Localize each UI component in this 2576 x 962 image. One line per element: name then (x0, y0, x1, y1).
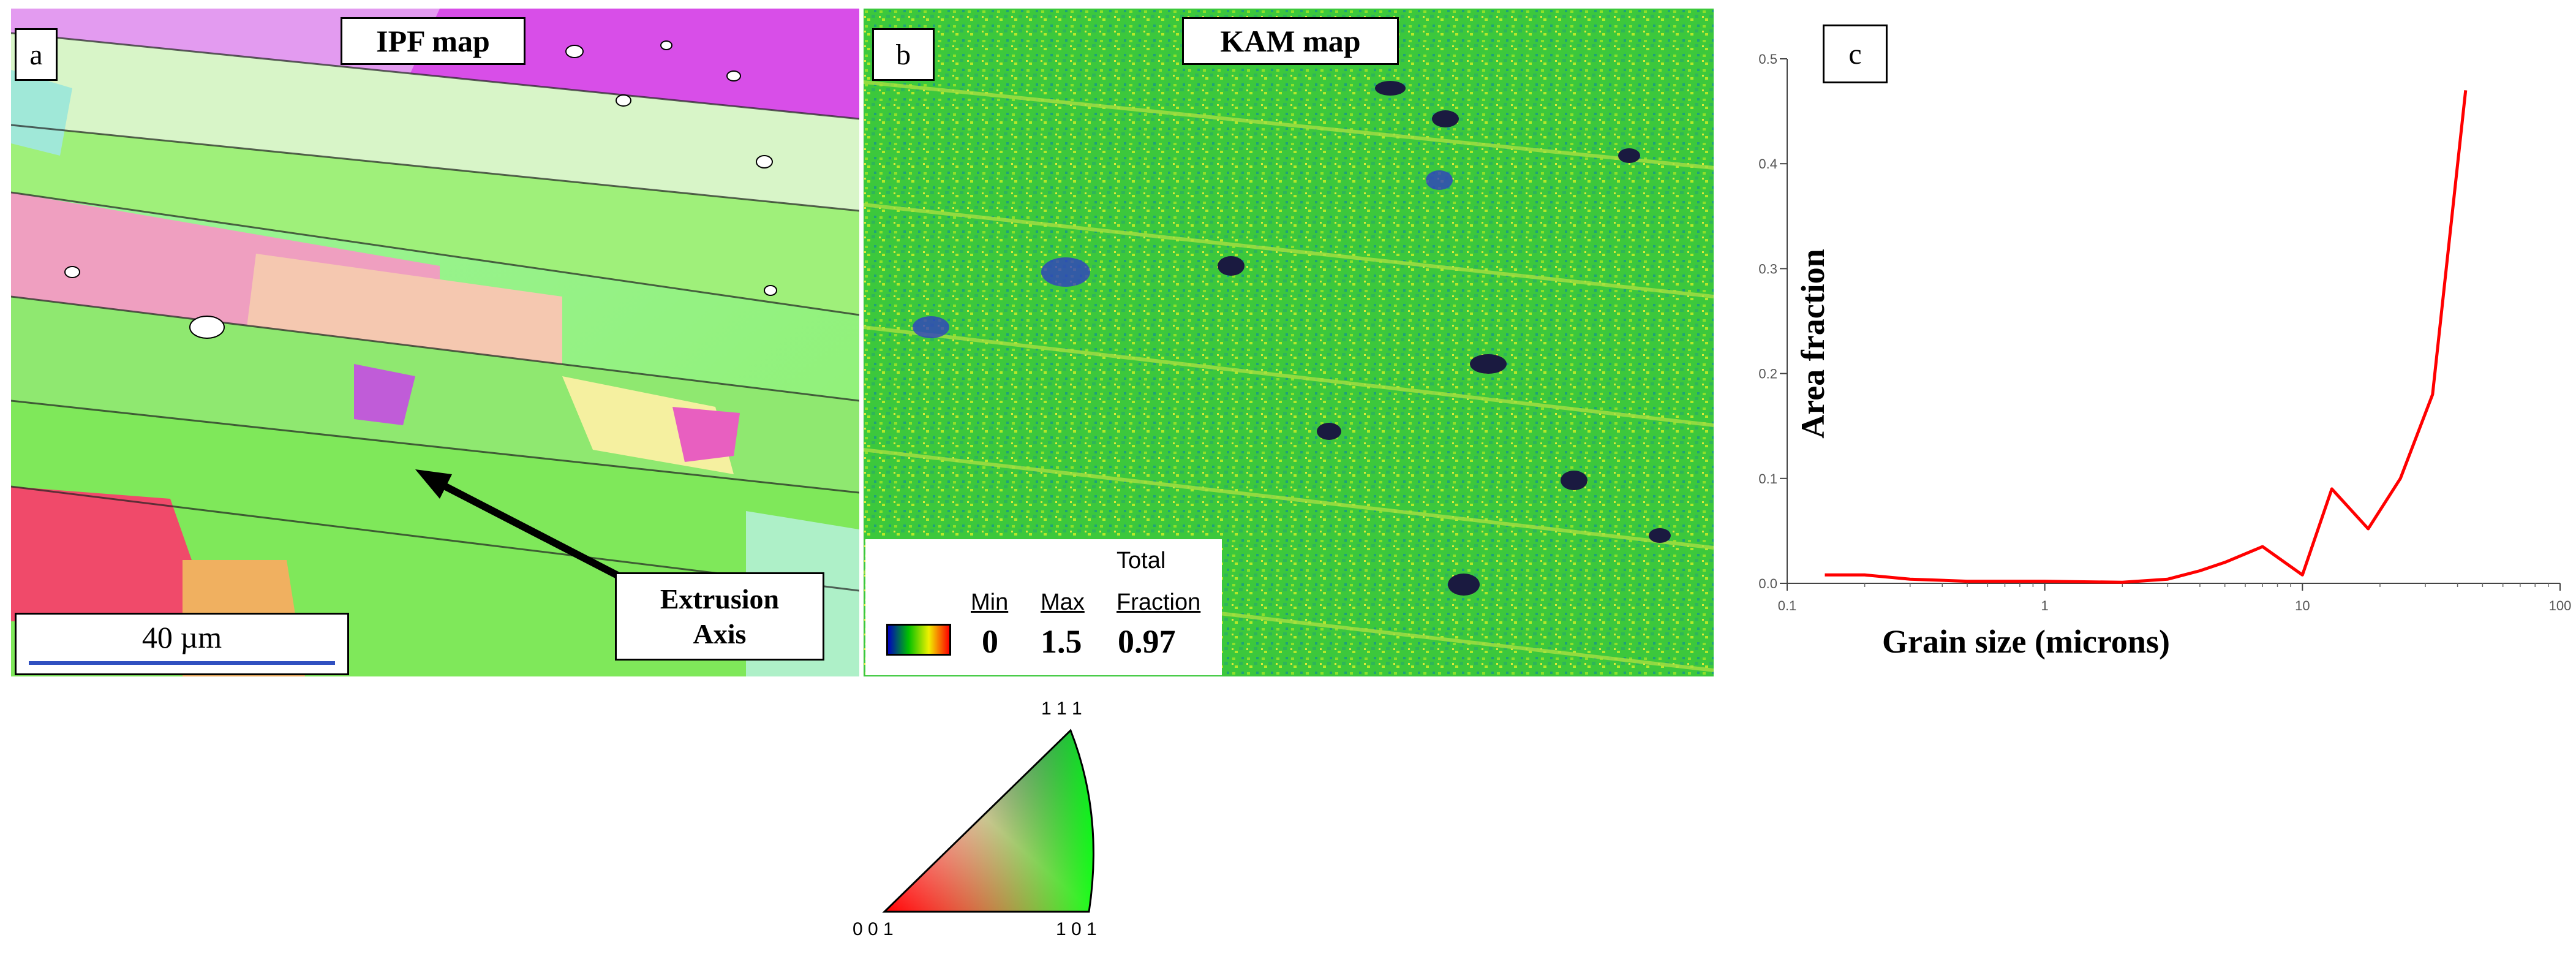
chart-x-tick-label: 0.1 (1778, 598, 1797, 613)
kam-legend-min-header: Min (971, 589, 1009, 615)
panel-b-letter: b (872, 28, 935, 81)
extrusion-axis-label: Extrusion Axis (615, 572, 824, 661)
kam-legend-total-header-1: Total (1117, 548, 1166, 574)
extrusion-axis-arrow (415, 469, 625, 582)
chart-y-tick-label: 0.2 (1758, 366, 1777, 382)
ipf-color-triangle (882, 729, 1094, 913)
chart-y-tick-label: 0.1 (1758, 471, 1777, 487)
panel-a-letter: a (15, 28, 58, 81)
chart-y-tick-label: 0.5 (1758, 51, 1777, 67)
chart-y-axis-title: Area fraction (1795, 249, 1831, 439)
kam-legend-max-header: Max (1041, 589, 1085, 615)
scale-bar-box: 40 µm (15, 613, 349, 675)
kam-legend-total-header-2: Fraction (1117, 589, 1201, 615)
kam-map-title: KAM map (1182, 17, 1399, 65)
chart-y-tick-label: 0.4 (1758, 156, 1777, 172)
scale-bar-label: 40 µm (141, 620, 222, 654)
chart-x-tick-label: 1 (2041, 598, 2049, 613)
ipf-triangle-top-label: 1 1 1 (1041, 699, 1082, 719)
chart-x-axis-title: Grain size (microns) (1882, 623, 2170, 660)
chart-series-line (1825, 90, 2468, 584)
kam-color-scale (886, 624, 951, 656)
chart-y-tick-label: 0.3 (1758, 261, 1777, 276)
kam-legend-min-value: 0 (982, 623, 998, 660)
kam-legend-total-value: 0.97 (1118, 623, 1176, 660)
ipf-map-title: IPF map (341, 17, 525, 65)
kam-legend-max-value: 1.5 (1041, 623, 1082, 660)
chart-x-tick-label: 100 (2549, 598, 2572, 613)
panel-c-letter: c (1823, 25, 1888, 83)
chart-y-tick-label: 0.0 (1758, 576, 1777, 591)
kam-legend: Min Max Total Fraction 0 1.5 0.97 (865, 539, 1222, 675)
ipf-triangle-right-label: 1 0 1 (1056, 919, 1097, 939)
scale-bar-line (29, 661, 335, 665)
ipf-triangle-left-label: 0 0 1 (853, 919, 894, 939)
extrusion-axis-label-line1: Extrusion (660, 583, 780, 615)
chart-x-tick-label: 10 (2295, 598, 2310, 613)
extrusion-axis-label-line2: Axis (693, 618, 747, 650)
